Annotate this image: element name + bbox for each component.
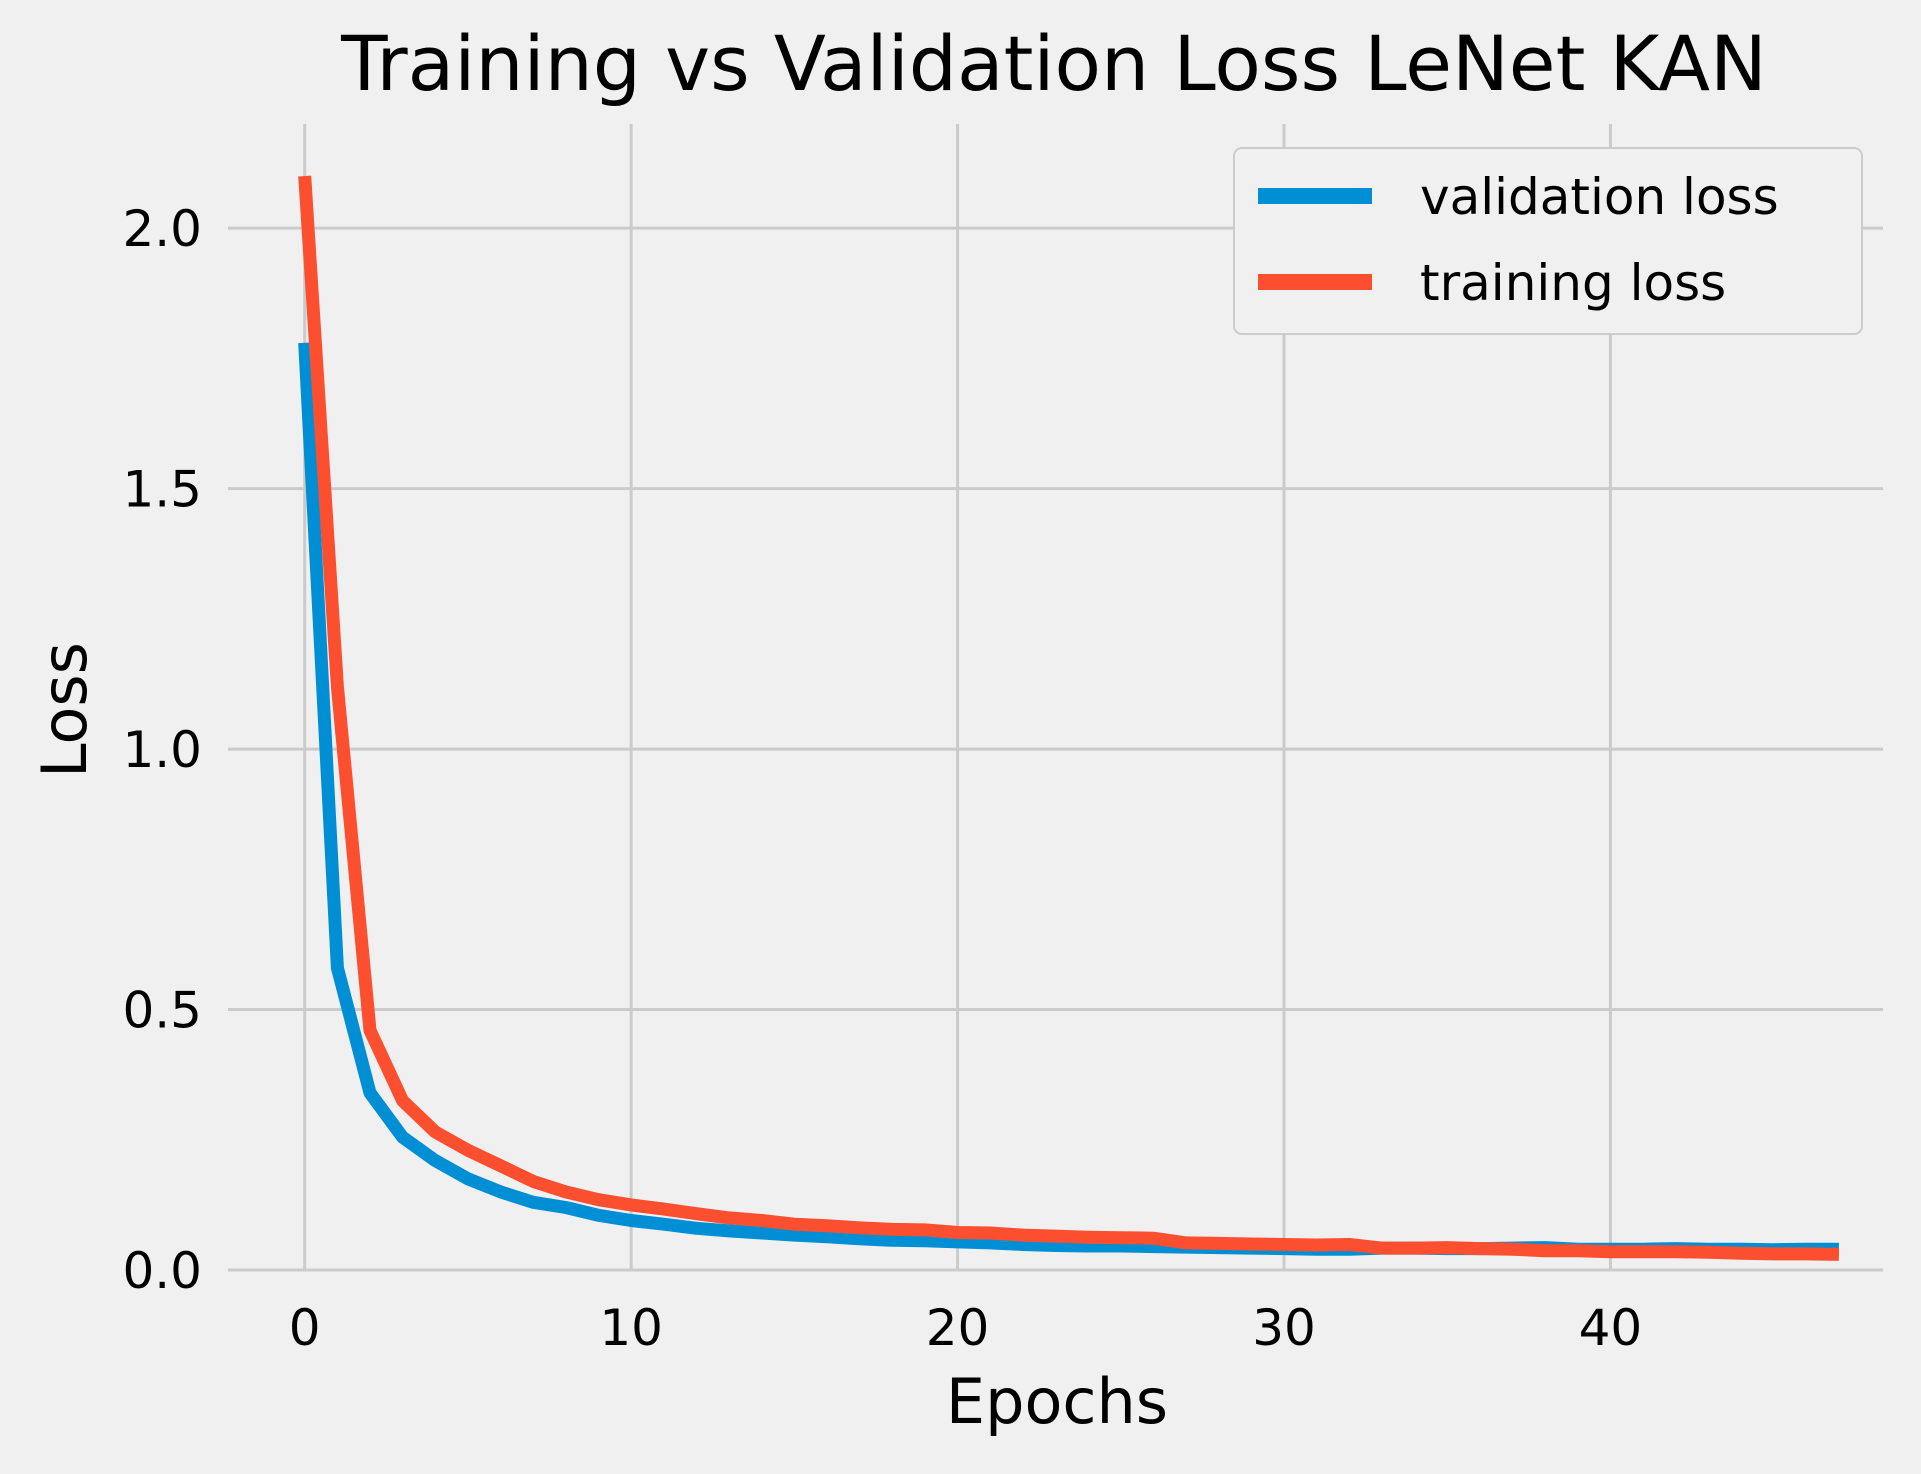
legend: validation loss training loss [1233, 147, 1863, 335]
y-axis-ticks: 0.0 0.5 1.0 1.5 2.0 [122, 200, 202, 1300]
y-tick-label: 0.0 [122, 1242, 202, 1300]
y-tick-label: 2.0 [122, 200, 202, 258]
legend-label-validation-loss: validation loss [1420, 168, 1779, 226]
x-tick-label: 40 [1579, 1299, 1643, 1357]
x-tick-label: 30 [1252, 1299, 1316, 1357]
legend-box [1233, 147, 1863, 335]
y-tick-label: 0.5 [122, 982, 202, 1040]
x-axis-label: Epochs [946, 1365, 1168, 1438]
chart-title: Training vs Validation Loss LeNet KAN [340, 19, 1767, 108]
legend-label-training-loss: training loss [1420, 254, 1726, 312]
series-line-validation-loss [298, 342, 1839, 1257]
y-tick-label: 1.5 [122, 461, 202, 519]
x-tick-label: 0 [289, 1299, 321, 1357]
y-axis-label: Loss [28, 642, 101, 778]
y-tick-label: 1.0 [122, 721, 202, 779]
series-line-training-loss [298, 175, 1839, 1261]
x-tick-label: 10 [599, 1299, 663, 1357]
x-tick-label: 20 [926, 1299, 990, 1357]
x-axis-ticks: 0 10 20 30 40 [289, 1299, 1642, 1357]
series-lines [298, 175, 1839, 1261]
